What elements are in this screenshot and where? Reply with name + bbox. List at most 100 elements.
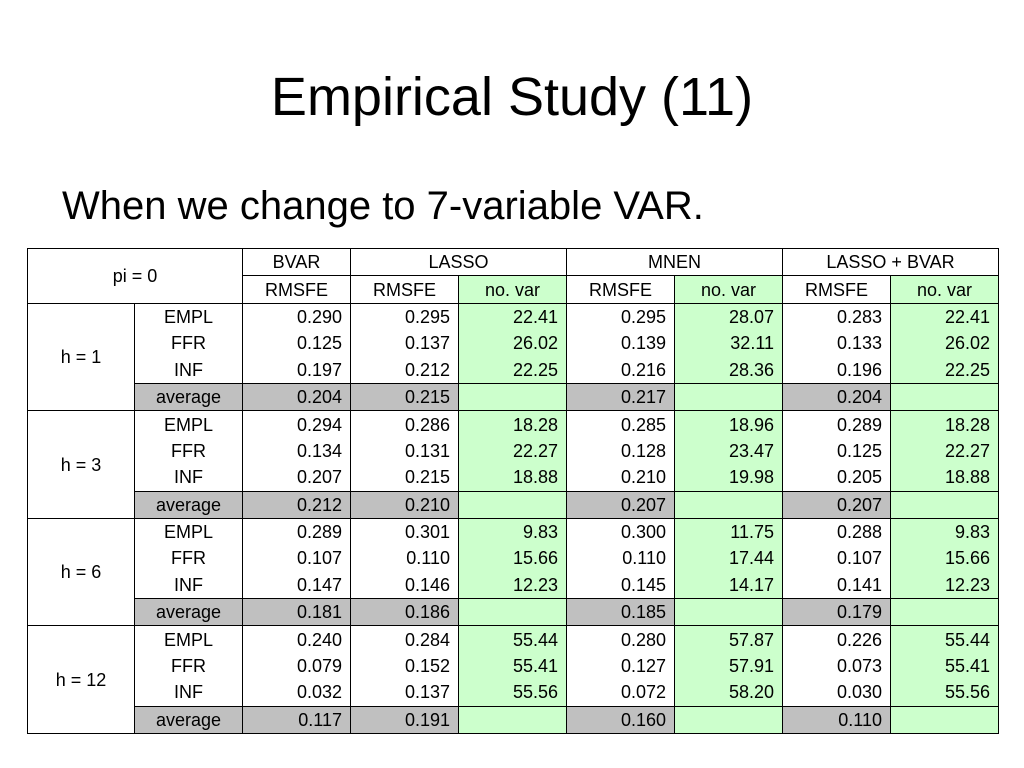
value-cell: 0.107 xyxy=(242,545,352,572)
value-cell: 0.072 xyxy=(566,679,676,707)
value-cell: 55.44 xyxy=(458,625,568,653)
value-cell: 0.294 xyxy=(242,410,352,438)
empty-cell xyxy=(674,490,784,519)
value-cell: 0.300 xyxy=(566,517,676,546)
table-row: h = 12 EMPL 0.240 0.284 55.44 0.280 57.87 0.226… xyxy=(27,625,1000,735)
value-cell: 55.44 xyxy=(890,625,1000,653)
value-cell: 15.66 xyxy=(458,545,568,572)
value-cell: 58.20 xyxy=(674,679,784,707)
value-cell: 55.41 xyxy=(890,652,1000,680)
slide-title: Empirical Study (11) xyxy=(270,67,754,127)
value-cell: 0.139 xyxy=(566,330,676,357)
value-cell: 0.207 xyxy=(242,464,352,492)
value-cell: 0.110 xyxy=(350,545,460,572)
variable-label: INF xyxy=(134,464,244,492)
average-value: 0.110 xyxy=(782,705,892,735)
method-header-lasso-bvar: LASSO + BVAR xyxy=(782,247,1000,277)
average-label: average xyxy=(133,705,244,735)
method-header-lasso: LASSO xyxy=(350,247,568,277)
value-cell: 0.290 xyxy=(242,302,352,331)
value-cell: 28.36 xyxy=(674,356,784,384)
variable-label: FFR xyxy=(134,437,244,465)
value-cell: 0.073 xyxy=(782,652,892,680)
subheader-cell: RMSFE xyxy=(242,275,352,304)
value-cell: 22.41 xyxy=(890,302,1000,331)
average-label: average xyxy=(133,598,244,627)
value-cell: 0.215 xyxy=(350,464,460,492)
value-cell: 12.23 xyxy=(890,571,1000,599)
variable-label: FFR xyxy=(134,330,244,357)
average-row: average 0.181 0.186 0.185 0.179 xyxy=(28,598,1000,627)
variable-label: FFR xyxy=(134,652,244,680)
table-row: FFR 0.107 0.110 15.66 0.110 17.44 0.107 15.66 xyxy=(28,545,1000,572)
empty-cell xyxy=(890,382,1000,412)
value-cell: 0.288 xyxy=(782,517,892,546)
empty-cell xyxy=(674,382,784,412)
average-value: 0.160 xyxy=(566,705,676,735)
value-cell: 0.295 xyxy=(566,302,676,331)
variable-label: INF xyxy=(134,679,244,707)
value-cell: 0.079 xyxy=(242,652,352,680)
value-cell: 12.23 xyxy=(458,571,568,599)
value-cell: 57.87 xyxy=(674,625,784,653)
value-cell: 0.152 xyxy=(350,652,460,680)
value-cell: 0.210 xyxy=(566,464,676,492)
variable-label: INF xyxy=(134,356,244,384)
variable-label: FFR xyxy=(134,545,244,572)
value-cell: 0.226 xyxy=(782,625,892,653)
corner-cell: pi = 0 xyxy=(26,248,244,304)
value-cell: 0.125 xyxy=(242,330,352,357)
average-value: 0.186 xyxy=(350,598,460,627)
average-value: 0.204 xyxy=(782,382,892,412)
average-value: 0.117 xyxy=(242,705,352,735)
average-value: 0.179 xyxy=(782,598,892,627)
value-cell: 0.134 xyxy=(242,437,352,465)
value-cell: 0.216 xyxy=(566,356,676,384)
average-value: 0.181 xyxy=(242,598,352,627)
value-cell: 0.030 xyxy=(782,679,892,707)
value-cell: 28.07 xyxy=(674,302,784,331)
value-cell: 0.127 xyxy=(566,652,676,680)
value-cell: 0.133 xyxy=(782,330,892,357)
value-cell: 26.02 xyxy=(890,330,1000,357)
average-value: 0.215 xyxy=(350,382,460,412)
value-cell: 14.17 xyxy=(674,571,784,599)
value-cell: 18.88 xyxy=(890,464,1000,492)
subheader-cell: no. var xyxy=(674,275,784,304)
value-cell: 0.289 xyxy=(242,517,352,546)
empty-cell xyxy=(458,490,568,519)
empty-cell xyxy=(674,705,784,735)
value-cell: 23.47 xyxy=(674,437,784,465)
method-header-bvar: BVAR xyxy=(242,247,352,277)
value-cell: 0.280 xyxy=(566,625,676,653)
average-value: 0.185 xyxy=(566,598,676,627)
value-cell: 0.141 xyxy=(782,571,892,599)
value-cell: 0.110 xyxy=(566,545,676,572)
table-row: FFR 0.079 0.152 55.41 0.127 57.91 0.073 55.41 xyxy=(28,652,1000,680)
table-row: h = 6 EMPL 0.289 0.301 9.83 0.300 11.75 0.288 9.… xyxy=(27,517,1000,627)
value-cell: 0.301 xyxy=(350,517,460,546)
value-cell: 22.25 xyxy=(890,356,1000,384)
variable-label: EMPL xyxy=(134,302,244,331)
empty-cell xyxy=(458,705,568,735)
value-cell: 18.88 xyxy=(458,464,568,492)
table-row: FFR 0.125 0.137 26.02 0.139 32.11 0.133 26.02 xyxy=(28,330,1000,357)
value-cell: 0.128 xyxy=(566,437,676,465)
average-value: 0.212 xyxy=(242,490,352,519)
value-cell: 0.289 xyxy=(782,410,892,438)
value-cell: 22.27 xyxy=(458,437,568,465)
average-label: average xyxy=(133,382,244,412)
horizon-label: h = 3 xyxy=(27,410,135,519)
average-value: 0.217 xyxy=(566,382,676,412)
value-cell: 0.295 xyxy=(350,302,460,331)
table-row: INF 0.032 0.137 55.56 0.072 58.20 0.030 55.56 xyxy=(28,679,1000,707)
variable-label: EMPL xyxy=(134,517,244,546)
value-cell: 22.27 xyxy=(890,437,1000,465)
value-cell: 15.66 xyxy=(890,545,1000,572)
empty-cell xyxy=(674,598,784,627)
average-row: average 0.204 0.215 0.217 0.204 xyxy=(28,382,1000,412)
table-row: h = 3 EMPL 0.294 0.286 18.28 0.285 18.96 0.289 1… xyxy=(27,410,1000,519)
subheader-cell: RMSFE xyxy=(566,275,676,304)
average-value: 0.204 xyxy=(242,382,352,412)
table-row: h = 1 EMPL 0.290 0.295 22.41 0.295 28.07 0.283 2… xyxy=(27,302,1000,412)
